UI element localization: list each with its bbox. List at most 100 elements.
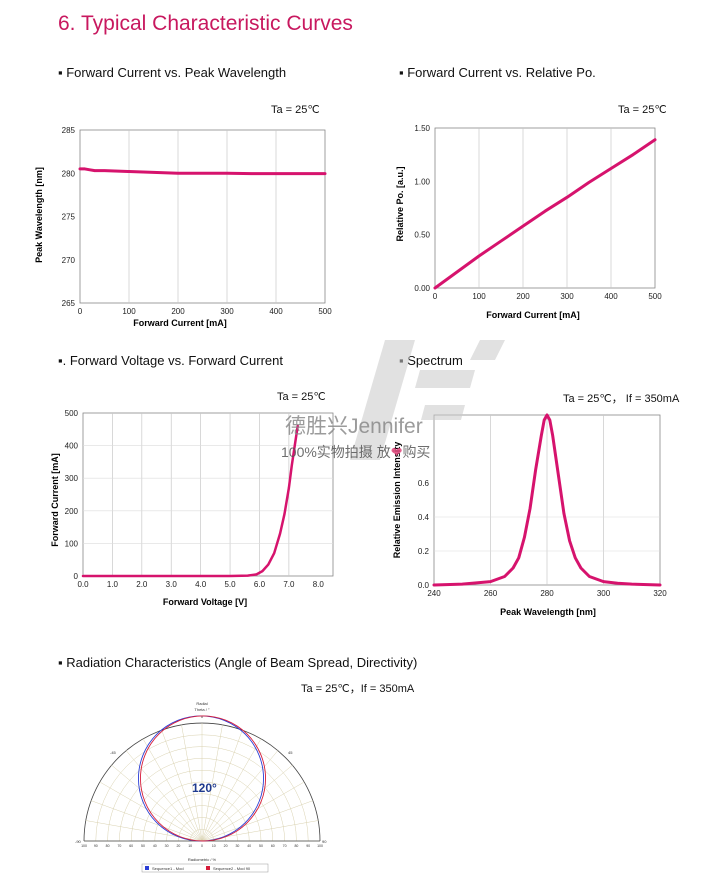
iv-xtick-label: 2.0 bbox=[136, 580, 148, 589]
radiation-zero-label: 0 bbox=[201, 714, 204, 719]
chart-wavelength-xlabel: Forward Current [mA] bbox=[133, 318, 227, 328]
relpo-xtick-label: 400 bbox=[604, 292, 618, 301]
radiation-radial-tick: 90 bbox=[306, 844, 310, 848]
iv-xtick-label: 4.0 bbox=[195, 580, 207, 589]
spectrum-xtick-label: 280 bbox=[540, 589, 554, 598]
radiation-radial-tick: 10 bbox=[212, 844, 216, 848]
watermark-text-2a: 100%实物拍摄 放 bbox=[281, 444, 391, 460]
radiation-radial-tick: 80 bbox=[294, 844, 298, 848]
wavelength-xtick-label: 300 bbox=[220, 307, 234, 316]
radiation-radial-tick: 100 bbox=[81, 844, 87, 848]
radiation-radial-tick: 10 bbox=[188, 844, 192, 848]
spectrum-xtick-label: 260 bbox=[484, 589, 498, 598]
relpo-xtick-label: 200 bbox=[516, 292, 530, 301]
relpo-ytick-label: 0.00 bbox=[414, 284, 430, 293]
iv-xtick-label: 8.0 bbox=[313, 580, 325, 589]
radiation-series-2 bbox=[140, 715, 266, 842]
radiation-radial-tick: 30 bbox=[165, 844, 169, 848]
radiation-spoke bbox=[111, 764, 203, 842]
radiation-radial-tick: 50 bbox=[259, 844, 263, 848]
radiation-spoke bbox=[91, 800, 203, 842]
chart-relpo-ylabel: Relative Po. [a.u.] bbox=[395, 166, 405, 241]
radiation-bottom-label: Radiometric / % bbox=[188, 857, 217, 862]
wavelength-xtick-label: 400 bbox=[269, 307, 283, 316]
spectrum-ytick-label: 0.0 bbox=[418, 581, 430, 590]
radiation-angle-minus90: -90 bbox=[75, 839, 82, 844]
iv-ytick-label: 500 bbox=[65, 409, 79, 418]
iv-xtick-label: 3.0 bbox=[166, 580, 178, 589]
radiation-top-sublabel: Theta / ° bbox=[194, 707, 210, 712]
radiation-spoke bbox=[201, 750, 279, 842]
radiation-spoke bbox=[201, 781, 305, 842]
chart-relpo: Forward Current [mA] Relative Po. [a.u.]… bbox=[395, 124, 662, 320]
spectrum-ytick-label: 0.6 bbox=[418, 479, 430, 488]
radiation-spoke bbox=[99, 781, 203, 842]
wavelength-ytick-label: 285 bbox=[62, 126, 76, 135]
radiation-spoke bbox=[142, 738, 203, 842]
watermark-shape bbox=[350, 340, 505, 460]
radiation-grid bbox=[83, 722, 321, 842]
chart-iv-xlabel: Forward Voltage [V] bbox=[163, 597, 247, 607]
spectrum-series-line bbox=[432, 413, 662, 587]
radiation-legend-item-2: Sequence2 - Mod 90 bbox=[213, 866, 251, 871]
radiation-legend: Sequence1 - Mod Sequence2 - Mod 90 bbox=[141, 863, 269, 873]
chart-wavelength: Forward Current [mA] Peak Wavelength [nm… bbox=[34, 126, 332, 328]
section-title-wavelength: ▪ Forward Current vs. Peak Wavelength bbox=[58, 65, 287, 80]
watermark-text-2b: 购买 bbox=[402, 444, 431, 460]
chart-spectrum: Peak Wavelength [nm] Relative Emission I… bbox=[392, 413, 667, 617]
condition-iv: Ta = 25℃ bbox=[277, 391, 326, 403]
chart-spectrum-xlabel: Peak Wavelength [nm] bbox=[500, 607, 596, 617]
condition-relpo: Ta = 25℃ bbox=[618, 104, 667, 116]
radiation-radial-tick: 40 bbox=[153, 844, 157, 848]
relpo-ytick-label: 0.50 bbox=[414, 231, 430, 240]
iv-ytick-label: 100 bbox=[65, 539, 79, 548]
chart-iv-ylabel: Forward Current [mA] bbox=[50, 453, 60, 547]
page-title: 6. Typical Characteristic Curves bbox=[58, 12, 353, 35]
spectrum-xtick-label: 320 bbox=[653, 589, 667, 598]
radiation-radial-tick: 60 bbox=[271, 844, 275, 848]
wavelength-ytick-label: 270 bbox=[62, 256, 76, 265]
chart-wavelength-ylabel: Peak Wavelength [nm] bbox=[34, 167, 44, 263]
relpo-xtick-label: 300 bbox=[560, 292, 574, 301]
radiation-spoke bbox=[201, 730, 243, 842]
iv-xtick-label: 6.0 bbox=[254, 580, 266, 589]
radiation-beam-angle: 120° bbox=[192, 781, 217, 795]
relpo-xtick-label: 500 bbox=[648, 292, 662, 301]
radiation-radial-tick: 0 bbox=[201, 844, 203, 848]
iv-series-line bbox=[81, 424, 299, 578]
wavelength-xtick-label: 500 bbox=[318, 307, 332, 316]
wavelength-xtick-label: 200 bbox=[171, 307, 185, 316]
radiation-spoke bbox=[201, 800, 313, 842]
radiation-radial-tick: 90 bbox=[94, 844, 98, 848]
radiation-radial-tick: 40 bbox=[247, 844, 251, 848]
radiation-radial-tick: 60 bbox=[129, 844, 133, 848]
section-title-relpo: ▪ Forward Current vs. Relative Po. bbox=[399, 65, 596, 80]
radiation-radial-tick: 30 bbox=[235, 844, 239, 848]
watermark-text-1: 德胜兴Jennifer bbox=[285, 415, 423, 438]
radiation-angle-minus45: -45 bbox=[110, 750, 117, 755]
radiation-spoke bbox=[125, 750, 203, 842]
radiation-radial-tick: 20 bbox=[224, 844, 228, 848]
radiation-spoke bbox=[201, 764, 293, 842]
wavelength-series-line bbox=[78, 167, 327, 176]
condition-radiation: Ta = 25℃，If = 350mA bbox=[301, 683, 415, 695]
radiation-spoke bbox=[181, 724, 203, 842]
relpo-series-line bbox=[433, 138, 657, 290]
iv-xtick-label: 0.0 bbox=[77, 580, 89, 589]
condition-spectrum: Ta = 25℃， If = 350mA bbox=[563, 393, 680, 405]
wavelength-ytick-label: 280 bbox=[62, 169, 76, 178]
iv-xtick-label: 7.0 bbox=[283, 580, 295, 589]
section-title-spectrum: ▪ Spectrum bbox=[399, 353, 463, 368]
iv-ytick-label: 200 bbox=[65, 507, 79, 516]
radiation-spoke bbox=[201, 738, 262, 842]
watermark-text-2: 100%实物拍摄 放❤购买 bbox=[281, 442, 430, 462]
relpo-xtick-label: 100 bbox=[472, 292, 486, 301]
radiation-top-label: Radial bbox=[196, 701, 207, 706]
iv-ytick-label: 0 bbox=[74, 572, 79, 581]
iv-plot-area bbox=[82, 412, 334, 577]
radiation-radial-tick: 50 bbox=[141, 844, 145, 848]
condition-wavelength: Ta = 25℃ bbox=[271, 104, 320, 116]
wavelength-ytick-label: 265 bbox=[62, 299, 76, 308]
heart-icon: ❤ bbox=[390, 444, 403, 460]
section-title-radiation: ▪ Radiation Characteristics (Angle of Be… bbox=[58, 655, 418, 670]
